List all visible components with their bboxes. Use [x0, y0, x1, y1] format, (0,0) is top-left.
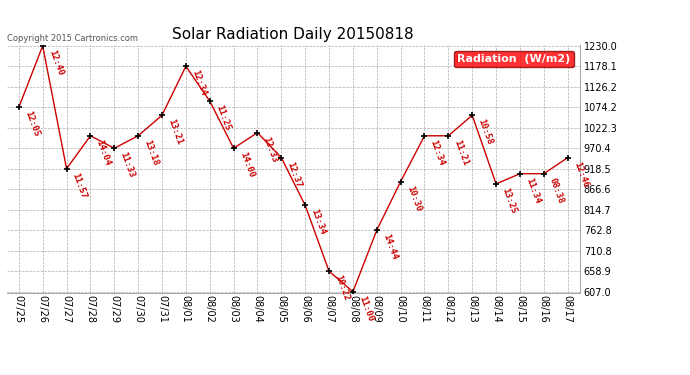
- Text: 12:40: 12:40: [47, 49, 64, 77]
- Text: 14:00: 14:00: [238, 151, 255, 179]
- Text: 10:30: 10:30: [405, 184, 422, 213]
- Text: 13:34: 13:34: [309, 208, 327, 236]
- Text: 11:34: 11:34: [524, 177, 542, 205]
- Text: 10:22: 10:22: [333, 274, 351, 302]
- Text: 11:57: 11:57: [70, 171, 88, 200]
- Text: 12:37: 12:37: [286, 160, 303, 189]
- Text: 14:04: 14:04: [95, 139, 112, 167]
- Text: 10:58: 10:58: [476, 118, 494, 146]
- Text: 08:38: 08:38: [548, 177, 566, 205]
- Text: 12:33: 12:33: [262, 135, 279, 164]
- Text: 11:25: 11:25: [214, 104, 232, 132]
- Text: 13:25: 13:25: [500, 187, 518, 215]
- Text: 13:18: 13:18: [142, 139, 160, 167]
- Text: 11:21: 11:21: [453, 139, 470, 167]
- Text: 12:34: 12:34: [428, 139, 446, 167]
- Title: Solar Radiation Daily 20150818: Solar Radiation Daily 20150818: [172, 27, 414, 42]
- Text: Copyright 2015 Cartronics.com: Copyright 2015 Cartronics.com: [7, 33, 138, 42]
- Text: 12:05: 12:05: [23, 110, 41, 138]
- Text: 14:44: 14:44: [381, 233, 399, 261]
- Text: 13:21: 13:21: [166, 118, 184, 146]
- Text: 11:00: 11:00: [357, 294, 375, 323]
- Text: 12:46: 12:46: [572, 160, 589, 189]
- Legend: Radiation  (W/m2): Radiation (W/m2): [454, 51, 574, 67]
- Text: 12:34: 12:34: [190, 69, 208, 98]
- Text: 11:33: 11:33: [119, 151, 136, 179]
